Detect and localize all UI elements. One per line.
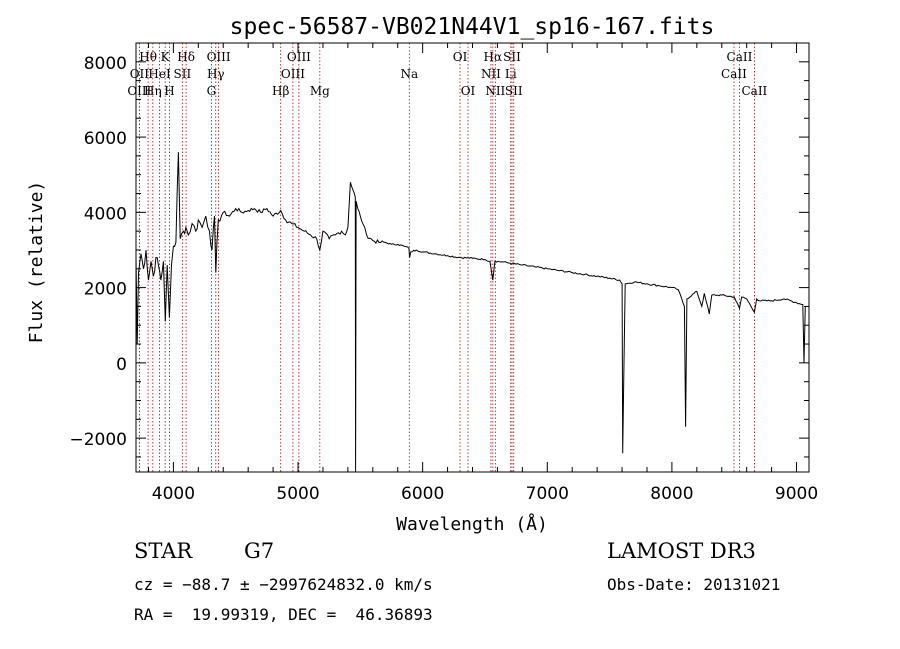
x-tick-label: 9000 — [775, 484, 818, 504]
marker-label: NII — [481, 67, 501, 81]
marker-label: Hγ — [207, 67, 225, 81]
marker-label: Hα — [484, 50, 503, 64]
redshift-info: cz = −88.7 ± −2997624832.0 km/s — [134, 575, 433, 594]
subclass: G7 — [244, 539, 274, 563]
obs-date: Obs-Date: 20131021 — [607, 575, 780, 594]
y-tick-label: 0 — [116, 355, 127, 375]
marker-label: Mg — [310, 84, 330, 98]
y-axis-label: Flux (relative) — [26, 181, 47, 344]
marker-label: CaII — [741, 84, 767, 98]
marker-label: Hδ — [177, 50, 195, 64]
plot-frame — [135, 42, 810, 473]
y-tick-label: 8000 — [84, 54, 127, 74]
y-tick-label: 6000 — [84, 129, 127, 149]
marker-label: CaII — [727, 50, 753, 64]
survey-name: LAMOST DR3 — [607, 539, 756, 563]
x-tick-label: 5000 — [276, 484, 319, 504]
marker-label: OIII — [127, 84, 151, 98]
marker-label: H — [164, 84, 174, 98]
coordinates: RA = 19.99319, DEC = 46.36893 — [134, 605, 433, 624]
axis-ticks: 4000 5000 6000 7000 8000 9000 −2000 0 2000 4000 60… — [69, 42, 818, 504]
object-type: STAR — [134, 539, 193, 563]
marker-label: OIII — [281, 67, 305, 81]
marker-label: CaII — [721, 67, 747, 81]
flux-series-line — [135, 152, 806, 473]
x-tick-label: 8000 — [650, 484, 693, 504]
marker-label: OIII — [207, 50, 231, 64]
marker-label: OIII — [287, 50, 311, 64]
marker-label: G — [207, 84, 217, 98]
marker-label: Hη — [144, 84, 162, 98]
marker-label: OI — [461, 84, 476, 98]
marker-label: NII — [485, 84, 505, 98]
x-axis-label: Wavelength (Å) — [396, 513, 548, 535]
marker-label: SII — [505, 84, 523, 98]
x-tick-label: 6000 — [401, 484, 444, 504]
y-tick-label: 2000 — [84, 280, 127, 300]
marker-label: HeI — [148, 67, 171, 81]
x-tick-label: 4000 — [152, 484, 195, 504]
marker-label: OII — [130, 67, 150, 81]
y-tick-label: 4000 — [84, 204, 127, 224]
x-tick-label: 7000 — [526, 484, 569, 504]
chart-title: spec-56587-VB021N44V1_sp16-167.fits — [230, 14, 715, 40]
marker-label: Hβ — [272, 84, 289, 98]
y-tick-label: −2000 — [69, 430, 127, 450]
marker-label: Na — [400, 67, 418, 81]
marker-label: SII — [174, 67, 192, 81]
marker-label: K — [161, 50, 171, 64]
marker-label: SII — [503, 50, 521, 64]
marker-label: OI — [453, 50, 468, 64]
marker-label: Li — [505, 67, 517, 81]
